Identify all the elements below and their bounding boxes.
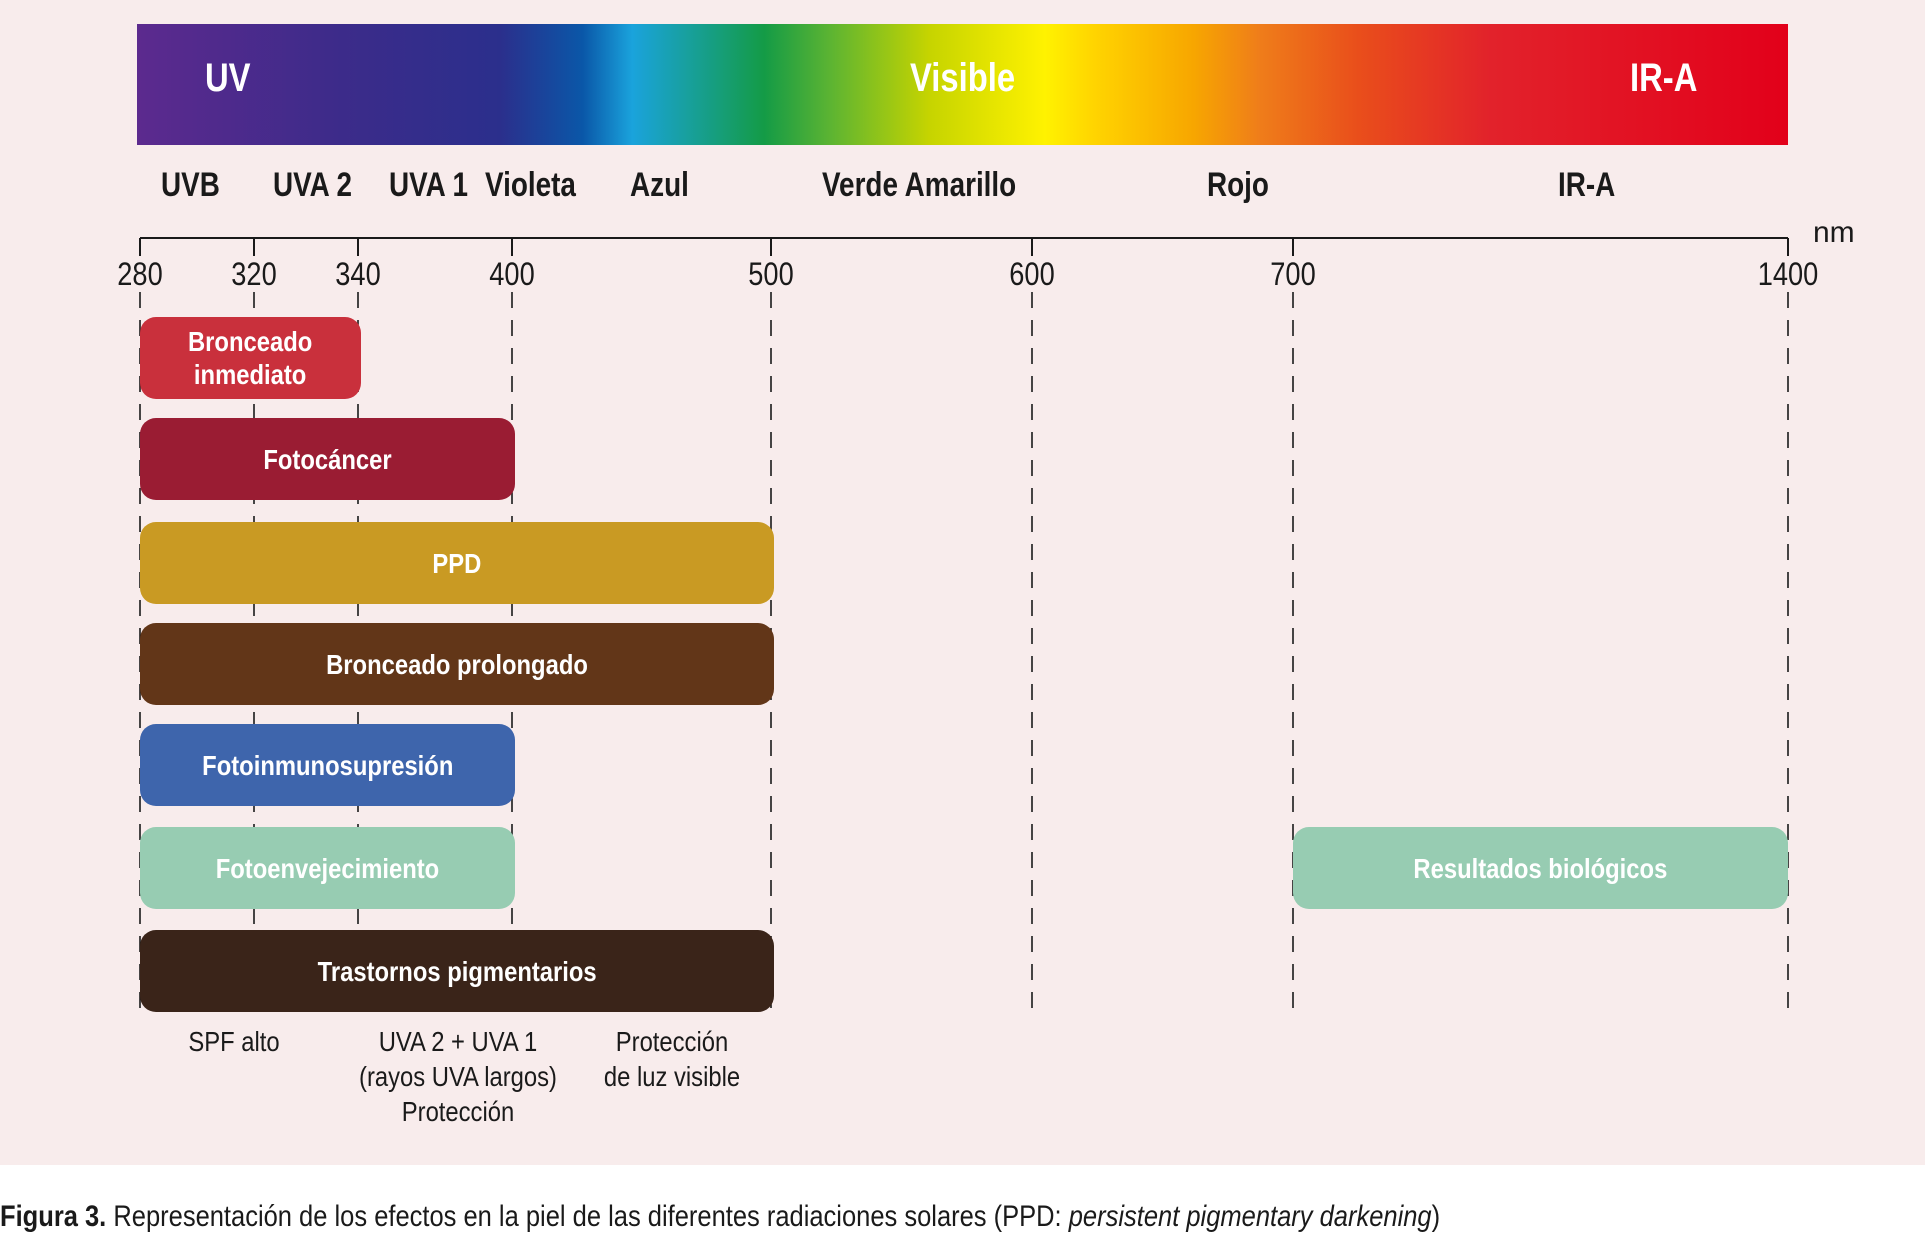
caption-italic: persistent pigmentary darkening — [1068, 1200, 1432, 1233]
effect-bar-ppd: PPD — [140, 522, 774, 604]
effect-label: Fotocáncer — [263, 443, 392, 475]
region-label-violeta: Violeta — [485, 166, 576, 204]
effect-bar-trastornos-pigmentarios: Trastornos pigmentarios — [140, 930, 774, 1012]
effect-bar-fotoinmunosupresion: Fotoinmunosupresión — [140, 724, 515, 806]
effect-bar-bronceado-prolongado: Bronceado prolongado — [140, 623, 774, 705]
effect-label: Resultados biológicos — [1413, 852, 1668, 884]
effect-label: Bronceado inmediato — [188, 326, 313, 390]
region-label-uva1: UVA 1 — [389, 166, 469, 204]
region-label-uvb: UVB — [161, 166, 220, 204]
effect-label: Trastornos pigmentarios — [317, 955, 597, 987]
effect-bar-fotoenvejecimiento: Fotoenvejecimiento — [140, 827, 515, 909]
band-label-uv: UV — [205, 56, 251, 100]
effect-label: Fotoenvejecimiento — [215, 852, 440, 884]
protection-note-uva: UVA 2 + UVA 1 (rayos UVA largos) Protecc… — [359, 1026, 557, 1127]
region-label-verde-amarillo: Verde Amarillo — [822, 166, 1017, 204]
caption-end: ) — [1431, 1200, 1441, 1233]
caption-label: Figura 3. — [0, 1200, 107, 1233]
axis-unit-label: nm — [1813, 216, 1855, 249]
effect-label: Bronceado prolongado — [326, 648, 588, 680]
tick-label-700: 700 — [1270, 256, 1316, 292]
tick-label-400: 400 — [489, 256, 535, 292]
band-label-visible: Visible — [910, 56, 1016, 100]
axis-ticks — [139, 238, 1789, 256]
effect-bar-bronceado-inmediato: Bronceado inmediato — [140, 317, 361, 399]
tick-label-320: 320 — [231, 256, 277, 292]
tick-label-500: 500 — [748, 256, 794, 292]
region-label-uva2: UVA 2 — [273, 166, 353, 204]
figure-panel: UV Visible IR-A UVB UVA 2 UVA 1 Violeta … — [0, 0, 1925, 1165]
figure-caption: Figura 3. Representación de los efectos … — [0, 1200, 1440, 1234]
band-label-ir-a: IR-A — [1630, 56, 1698, 100]
effect-bar-fotocancer: Fotocáncer — [140, 418, 515, 500]
region-label-ir-a: IR-A — [1558, 166, 1616, 204]
tick-label-1400: 1400 — [1757, 256, 1819, 292]
tick-label-280: 280 — [117, 256, 163, 292]
protection-note-visible: Protección de luz visible — [603, 1026, 741, 1092]
effect-label: PPD — [432, 547, 482, 579]
tick-label-600: 600 — [1009, 256, 1055, 292]
region-label-azul: Azul — [630, 166, 689, 204]
spectrum-gradient-bar — [137, 24, 1788, 145]
protection-note-spf-alto: SPF alto — [188, 1026, 280, 1057]
caption-text: Representación de los efectos en la piel… — [106, 1200, 1069, 1233]
effect-bar-resultados-biologicos: Resultados biológicos — [1293, 827, 1788, 909]
region-label-rojo: Rojo — [1207, 166, 1269, 204]
effect-label: Fotoinmunosupresión — [201, 749, 454, 781]
tick-label-340: 340 — [335, 256, 381, 292]
